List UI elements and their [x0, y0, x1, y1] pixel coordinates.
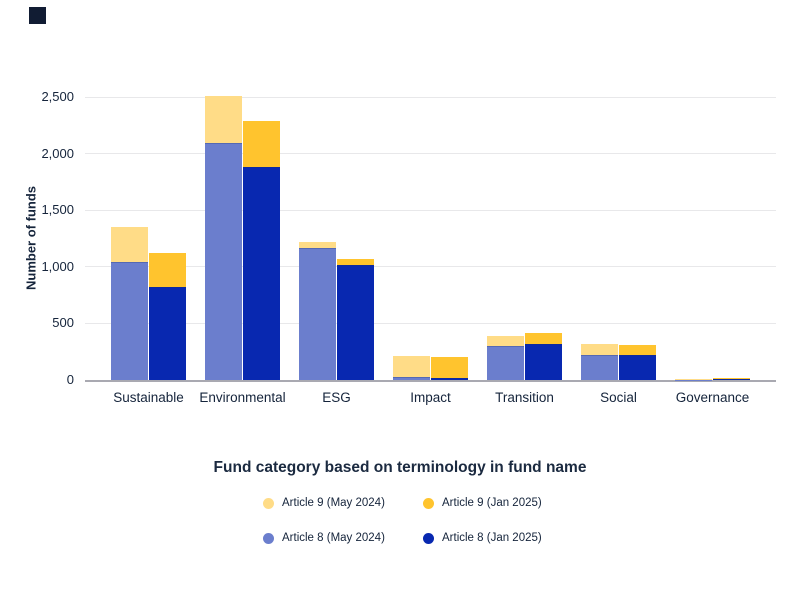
bar-social-article-8-may-2024: [581, 355, 618, 380]
gridline-2500: [85, 96, 776, 98]
bar-sustainable-article-9-may-2024: [111, 227, 148, 263]
bar-esg-article-9-may-2024: [299, 241, 336, 248]
legend-item-article-8-jan-2025: Article 8 (Jan 2025): [423, 531, 542, 545]
bar-transition-article-9-may-2024: [487, 335, 524, 347]
y-tick-label-1000: 1,000: [41, 258, 74, 274]
x-axis-title: Fund category based on terminology in fu…: [213, 459, 587, 476]
x-tick-label-sustainable: Sustainable: [113, 390, 184, 405]
bar-social-article-9-may-2024: [581, 344, 618, 356]
bar-impact-article-9-may-2024: [393, 356, 430, 377]
bar-esg-article-8-may-2024: [299, 247, 336, 380]
x-tick-label-environmental: Environmental: [199, 390, 286, 405]
x-tick-label-impact: Impact: [410, 390, 451, 405]
bar-environmental-article-8-may-2024: [205, 143, 242, 380]
bar-sustainable-article-9-jan-2025: [149, 253, 186, 288]
bar-impact-article-9-jan-2025: [431, 357, 468, 378]
y-tick-label-2500: 2,500: [41, 89, 74, 104]
bar-sustainable-article-8-jan-2025: [149, 287, 186, 380]
gridline-2000: [85, 153, 776, 155]
x-axis-line: [85, 380, 776, 382]
legend-swatch-article-9-may-2024: [263, 497, 274, 509]
legend-label-article-9-jan-2025: Article 9 (Jan 2025): [442, 497, 542, 509]
legend-swatch-article-8-jan-2025: [423, 532, 434, 544]
bar-transition-article-8-jan-2025: [525, 343, 562, 380]
legend-item-article-9-jan-2025: Article 9 (Jan 2025): [423, 496, 542, 510]
bar-environmental-article-8-jan-2025: [243, 167, 280, 380]
legend-swatch-article-8-may-2024: [263, 532, 274, 544]
brand-mark: [29, 7, 46, 24]
bar-impact-article-8-jan-2025: [431, 377, 468, 380]
bar-environmental-article-9-may-2024: [205, 95, 242, 144]
bar-governance-article-9-jan-2025: [713, 378, 750, 380]
gridline-1000: [85, 266, 776, 268]
x-tick-label-transition: Transition: [495, 390, 554, 405]
x-tick-label-social: Social: [600, 390, 637, 405]
bar-transition-article-8-may-2024: [487, 346, 524, 380]
x-tick-label-governance: Governance: [675, 390, 750, 405]
bar-esg-article-8-jan-2025: [337, 264, 374, 380]
y-tick-label-0: 0: [66, 372, 74, 387]
y-tick-label-2000: 2,000: [41, 145, 74, 161]
legend-label-article-8-may-2024: Article 8 (May 2024): [282, 532, 385, 544]
legend-label-article-8-jan-2025: Article 8 (Jan 2025): [442, 532, 542, 544]
gridline-1500: [85, 209, 776, 211]
legend-label-article-9-may-2024: Article 9 (May 2024): [282, 497, 385, 509]
gridline-500: [85, 322, 776, 324]
bar-sustainable-article-8-may-2024: [111, 262, 148, 380]
legend-item-article-9-may-2024: Article 9 (May 2024): [263, 496, 385, 510]
bar-governance-article-8-jan-2025: [713, 379, 750, 380]
bar-esg-article-9-jan-2025: [337, 258, 374, 265]
bar-environmental-article-9-jan-2025: [243, 120, 280, 168]
y-tick-label-1500: 1,500: [41, 202, 74, 218]
bar-governance-article-9-may-2024: [675, 378, 712, 380]
legend-item-article-8-may-2024: Article 8 (May 2024): [263, 531, 385, 545]
y-tick-label-500: 500: [52, 315, 74, 331]
plot-area: [85, 95, 776, 382]
x-tick-label-esg: ESG: [322, 390, 351, 405]
bar-social-article-9-jan-2025: [619, 345, 656, 355]
bar-transition-article-9-jan-2025: [525, 333, 562, 344]
legend-swatch-article-9-jan-2025: [423, 497, 434, 509]
bar-social-article-8-jan-2025: [619, 354, 656, 380]
bar-impact-article-8-may-2024: [393, 376, 430, 380]
